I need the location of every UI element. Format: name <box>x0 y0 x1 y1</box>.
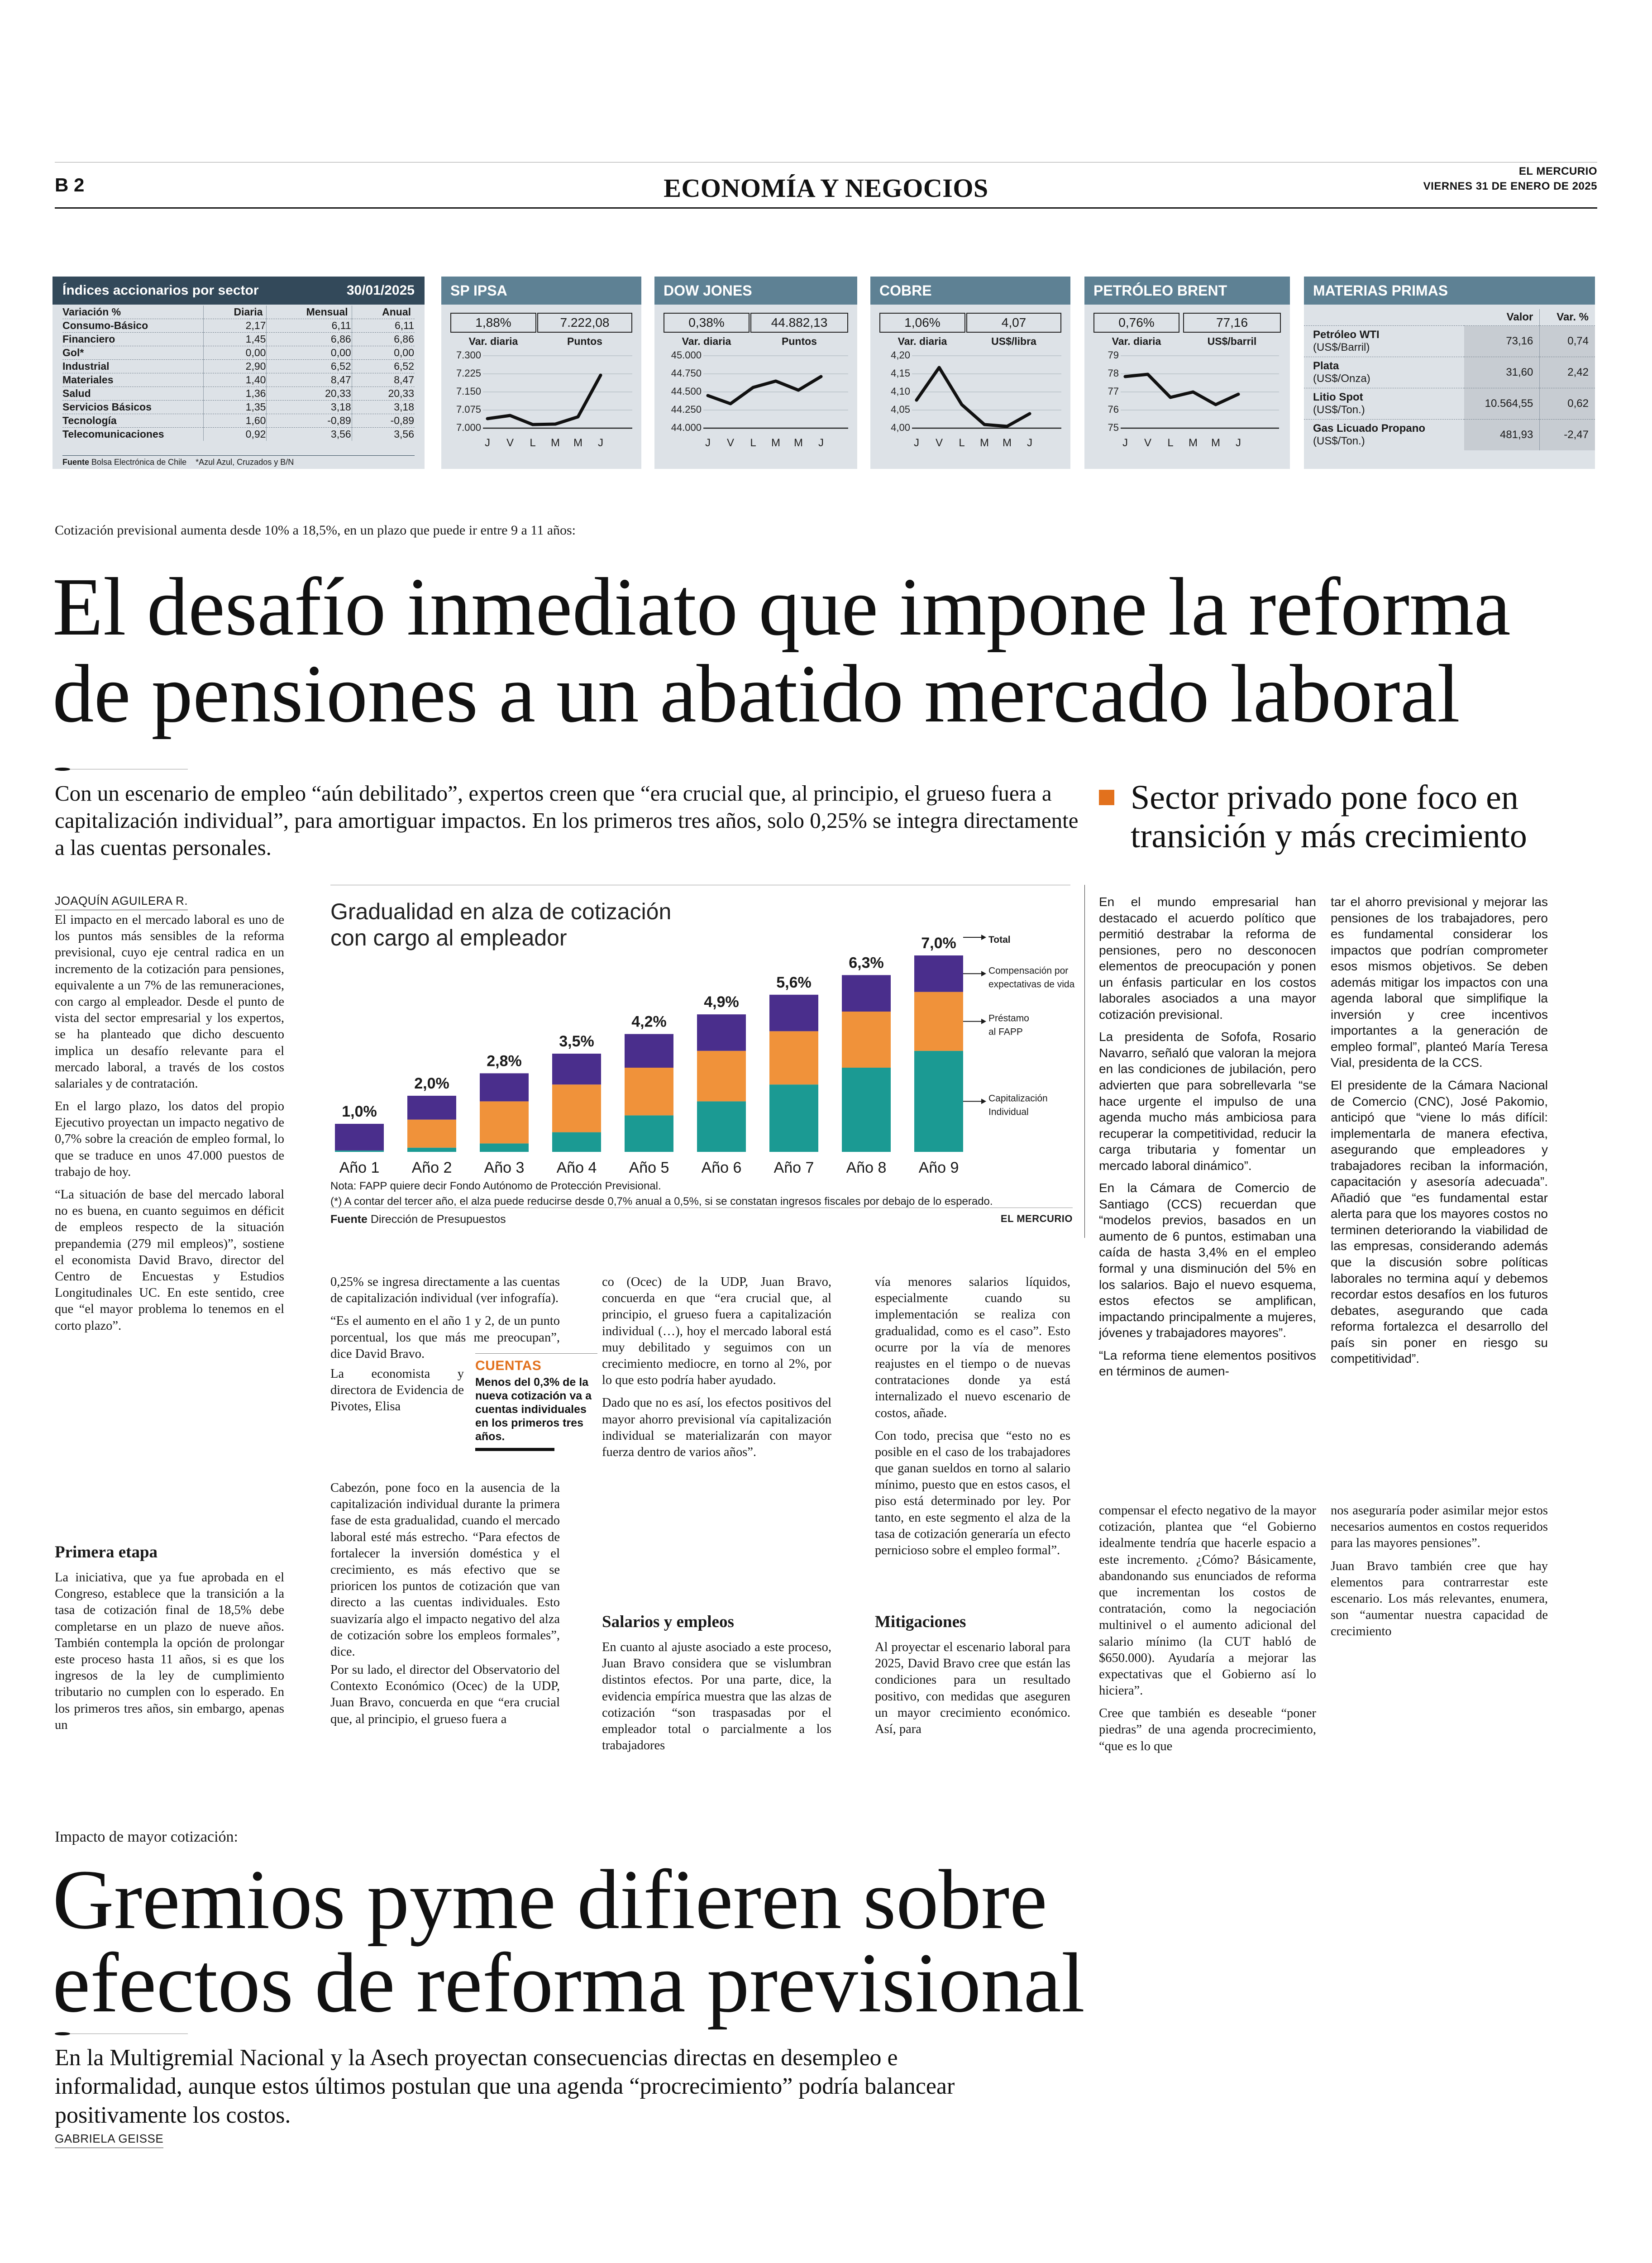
svg-text:Año 5: Año 5 <box>629 1159 669 1176</box>
svg-text:J: J <box>598 437 603 449</box>
svg-text:L: L <box>959 437 964 449</box>
svg-text:76: 76 <box>1108 404 1119 415</box>
svg-text:M: M <box>573 437 582 449</box>
svg-text:Año 3: Año 3 <box>484 1159 525 1176</box>
svg-text:Año 2: Año 2 <box>412 1159 452 1176</box>
svg-text:Compensación por: Compensación por <box>988 965 1068 976</box>
svg-text:L: L <box>750 437 756 449</box>
svg-text:V: V <box>1144 437 1151 449</box>
svg-text:3,5%: 3,5% <box>559 1033 594 1050</box>
svg-text:Año 9: Año 9 <box>919 1159 959 1176</box>
svg-text:7.300: 7.300 <box>456 350 481 361</box>
svg-text:2,0%: 2,0% <box>414 1075 449 1092</box>
svg-text:4,2%: 4,2% <box>631 1013 667 1031</box>
svg-text:1,0%: 1,0% <box>342 1103 377 1120</box>
svg-text:V: V <box>727 437 734 449</box>
svg-text:L: L <box>1167 437 1173 449</box>
svg-text:7.225: 7.225 <box>456 368 481 379</box>
svg-text:M: M <box>551 437 560 449</box>
svg-text:4,20: 4,20 <box>891 350 910 361</box>
svg-text:78: 78 <box>1108 368 1119 379</box>
svg-text:4,15: 4,15 <box>891 368 910 379</box>
svg-text:4,05: 4,05 <box>891 404 910 415</box>
svg-text:M: M <box>1189 437 1198 449</box>
svg-text:V: V <box>936 437 943 449</box>
svg-text:7.000: 7.000 <box>456 422 481 433</box>
svg-text:5,6%: 5,6% <box>776 974 812 991</box>
svg-text:44.750: 44.750 <box>671 368 702 379</box>
svg-text:7.150: 7.150 <box>456 386 481 397</box>
svg-text:V: V <box>506 437 514 449</box>
svg-text:Año 1: Año 1 <box>339 1159 380 1176</box>
svg-text:J: J <box>1236 437 1241 449</box>
svg-text:75: 75 <box>1108 422 1119 433</box>
svg-text:J: J <box>705 437 711 449</box>
svg-text:Año 8: Año 8 <box>846 1159 887 1176</box>
svg-text:6,3%: 6,3% <box>849 954 884 971</box>
svg-text:M: M <box>794 437 803 449</box>
svg-text:Total: Total <box>988 935 1011 945</box>
svg-text:44.250: 44.250 <box>671 404 702 415</box>
svg-text:45.000: 45.000 <box>671 350 702 361</box>
svg-text:7.075: 7.075 <box>456 404 481 415</box>
svg-text:M: M <box>771 437 780 449</box>
svg-text:J: J <box>818 437 824 449</box>
svg-text:Préstamo: Préstamo <box>988 1013 1029 1024</box>
svg-text:44.500: 44.500 <box>671 386 702 397</box>
svg-text:Año 6: Año 6 <box>702 1159 742 1176</box>
svg-text:4,9%: 4,9% <box>704 993 739 1011</box>
svg-text:expectativas de vida: expectativas de vida <box>988 979 1075 989</box>
svg-text:J: J <box>1027 437 1032 449</box>
svg-text:M: M <box>1003 437 1012 449</box>
svg-text:J: J <box>914 437 919 449</box>
svg-text:L: L <box>530 437 535 449</box>
svg-text:79: 79 <box>1108 350 1119 361</box>
svg-text:4,00: 4,00 <box>891 422 910 433</box>
svg-text:M: M <box>1211 437 1220 449</box>
svg-text:Individual: Individual <box>988 1107 1029 1117</box>
svg-text:M: M <box>980 437 989 449</box>
svg-text:Capitalización: Capitalización <box>988 1093 1048 1103</box>
svg-text:77: 77 <box>1108 386 1119 397</box>
svg-text:Año 7: Año 7 <box>774 1159 814 1176</box>
svg-text:44.000: 44.000 <box>671 422 702 433</box>
svg-text:J: J <box>485 437 490 449</box>
svg-text:2,8%: 2,8% <box>487 1052 522 1069</box>
svg-text:J: J <box>1122 437 1128 449</box>
svg-text:Año 4: Año 4 <box>557 1159 597 1176</box>
svg-text:al FAPP: al FAPP <box>988 1027 1023 1037</box>
svg-text:7,0%: 7,0% <box>921 935 956 952</box>
svg-text:4,10: 4,10 <box>891 386 910 397</box>
